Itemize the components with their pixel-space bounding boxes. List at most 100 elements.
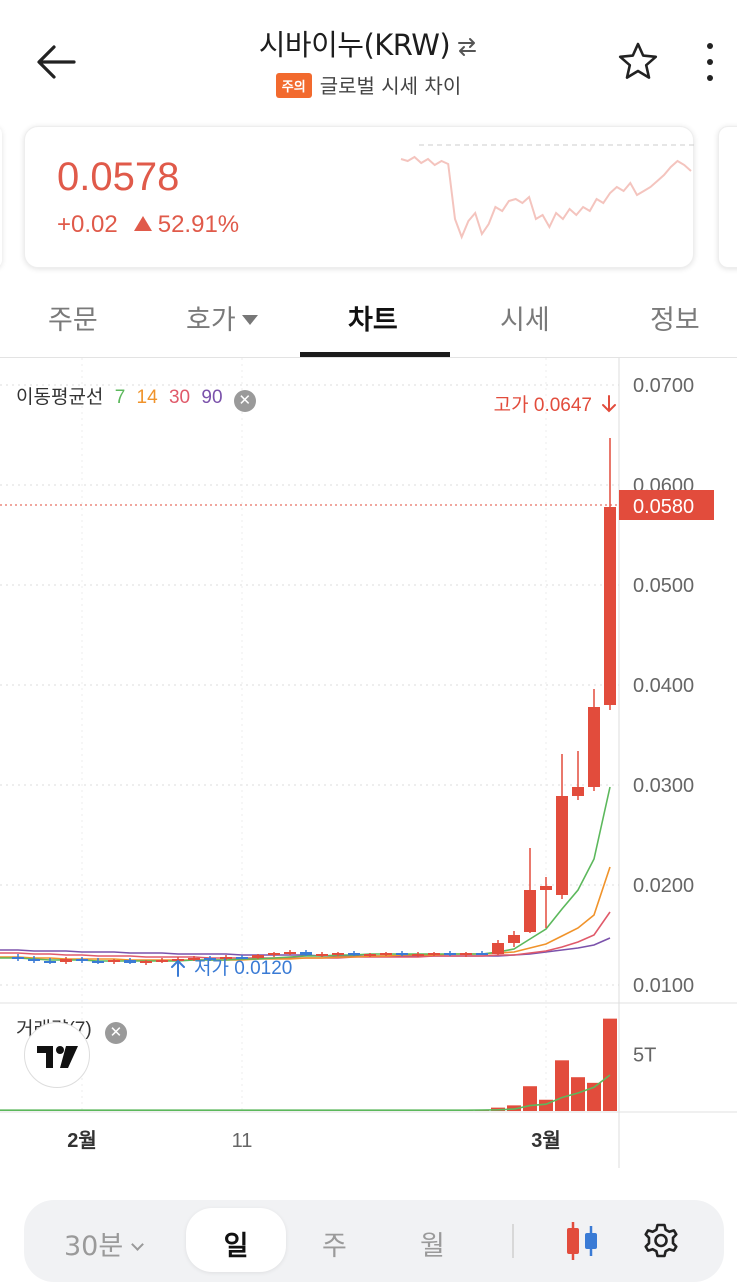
candle-body — [76, 959, 88, 961]
candle-body — [268, 953, 280, 955]
y-tick-label: 0.0100 — [633, 975, 694, 997]
x-tick-label: 3월 — [531, 1129, 561, 1152]
volume-bar — [507, 1105, 521, 1111]
settings-gear-icon[interactable] — [640, 1220, 682, 1262]
volume-bar — [603, 1018, 617, 1111]
high-price-label: 고가 0.0647 — [494, 394, 592, 416]
candle-body — [588, 707, 600, 787]
tab-quotes[interactable]: 시세 — [500, 305, 550, 336]
candle-body — [540, 886, 552, 890]
tab-info[interactable]: 정보 — [650, 305, 700, 336]
tab-order[interactable]: 주문 — [48, 305, 98, 336]
toolbar-divider — [512, 1224, 514, 1258]
x-tick-label: 11 — [232, 1130, 253, 1152]
candle-type-icon[interactable] — [562, 1218, 602, 1264]
interval-dropdown[interactable]: 30분 — [64, 1224, 145, 1263]
candle-body — [124, 960, 136, 963]
volume-legend-close-icon[interactable]: ✕ — [104, 1022, 127, 1044]
change-percent: 52.91% — [157, 211, 240, 238]
active-tab-indicator — [300, 352, 450, 357]
low-arrow-up-icon — [171, 959, 185, 977]
low-price-label: 저가 0.0120 — [194, 957, 292, 979]
y-tick-label: 0.0700 — [633, 375, 694, 397]
tab-chart[interactable]: 차트 — [348, 305, 398, 336]
candle-body — [92, 961, 104, 963]
candle-body — [12, 957, 24, 959]
candle-body — [364, 954, 376, 956]
warning-badge: 주의 — [275, 73, 312, 98]
candle-body — [220, 957, 232, 959]
period-month-button[interactable]: 월 — [420, 1231, 445, 1262]
tab-orderbook[interactable]: 호가 — [186, 298, 258, 337]
prev-card-peek[interactable] — [0, 126, 2, 268]
candlestick-chart-svg[interactable]: 0.07000.06000.05000.04000.03000.02000.01… — [0, 358, 737, 1168]
y-tick-label: 0.0500 — [633, 575, 694, 597]
candle-body — [412, 954, 424, 956]
tradingview-logo-icon[interactable] — [24, 1022, 90, 1088]
candle-body — [252, 955, 264, 958]
volume-bar — [587, 1082, 601, 1111]
chart-grid — [0, 358, 619, 1110]
favorite-star-icon[interactable] — [614, 40, 662, 84]
price-change: +0.02 52.91% — [57, 211, 239, 239]
moving-average-legend: 이동평균선 7 14 30 90 ✕ — [16, 382, 256, 412]
interval-label: 30분 — [64, 1231, 124, 1262]
current-price-tag-label: 0.0580 — [633, 496, 694, 518]
candle-body — [380, 953, 392, 955]
coin-title-row[interactable]: 시바이누(KRW) — [0, 22, 737, 64]
change-amount: +0.02 — [57, 211, 118, 238]
ma-14-line — [0, 866, 611, 961]
ma-7-line — [0, 786, 611, 962]
caret-down-icon — [241, 315, 258, 325]
period-week-button[interactable]: 주 — [322, 1231, 347, 1262]
back-arrow-icon[interactable] — [30, 38, 82, 86]
candle-body — [508, 935, 520, 943]
candle-body — [28, 959, 40, 961]
candle-body — [204, 958, 216, 960]
more-menu-icon[interactable] — [696, 38, 724, 86]
up-triangle-icon — [133, 216, 152, 231]
swap-arrows-icon — [456, 36, 478, 62]
candle-body — [476, 953, 488, 955]
warning-text: 글로벌 시세 차이 — [319, 74, 462, 98]
chart-toolbar: 30분 일 주 월 — [24, 1200, 724, 1282]
volume-bar — [571, 1077, 585, 1111]
period-day-button[interactable]: 일 — [186, 1208, 286, 1272]
ma-legend-close-icon[interactable]: ✕ — [233, 390, 256, 412]
volume-bar — [539, 1099, 553, 1111]
warning-row[interactable]: 주의 글로벌 시세 차이 — [0, 70, 737, 99]
candle-body — [444, 953, 456, 955]
ma-7-label: 7 — [114, 387, 126, 408]
current-price: 0.0578 — [57, 155, 180, 199]
candles — [12, 438, 616, 965]
sparkline-path — [400, 155, 692, 240]
price-chart[interactable]: 0.0700 0.0600 0.0500 0.0400 0.0300 0.0200 0.01… — [0, 358, 737, 1168]
candle-body — [236, 957, 248, 959]
candle-body — [108, 960, 120, 962]
x-tick-label: 2월 — [67, 1129, 97, 1152]
candle-body — [428, 953, 440, 955]
candle-body — [524, 890, 536, 932]
y-tick-label: 0.0300 — [633, 775, 694, 797]
candle-body — [604, 507, 616, 705]
candle-body — [572, 787, 584, 796]
ma-90-label: 90 — [201, 387, 223, 408]
candle-body — [316, 954, 328, 956]
candle-body — [284, 952, 296, 954]
candle-body — [156, 960, 168, 962]
chevron-down-icon — [131, 1238, 145, 1251]
coin-title: 시바이누(KRW) — [258, 28, 451, 62]
ma-30-label: 30 — [168, 387, 191, 408]
candle-body — [300, 952, 312, 955]
price-card: 0.0578 +0.02 52.91% — [24, 126, 695, 268]
y-tick-label: 0.0400 — [633, 675, 694, 697]
ma-14-label: 14 — [136, 387, 158, 408]
candle-body — [44, 961, 56, 963]
current-price-tag — [619, 490, 714, 520]
next-card-peek[interactable] — [718, 126, 737, 268]
candle-body — [556, 796, 568, 895]
candle-body — [492, 943, 504, 954]
header: 시바이누(KRW) 주의 글로벌 시세 차이 — [0, 0, 737, 118]
candle-body — [188, 958, 200, 960]
volume-tick-label: 5T — [633, 1045, 656, 1067]
